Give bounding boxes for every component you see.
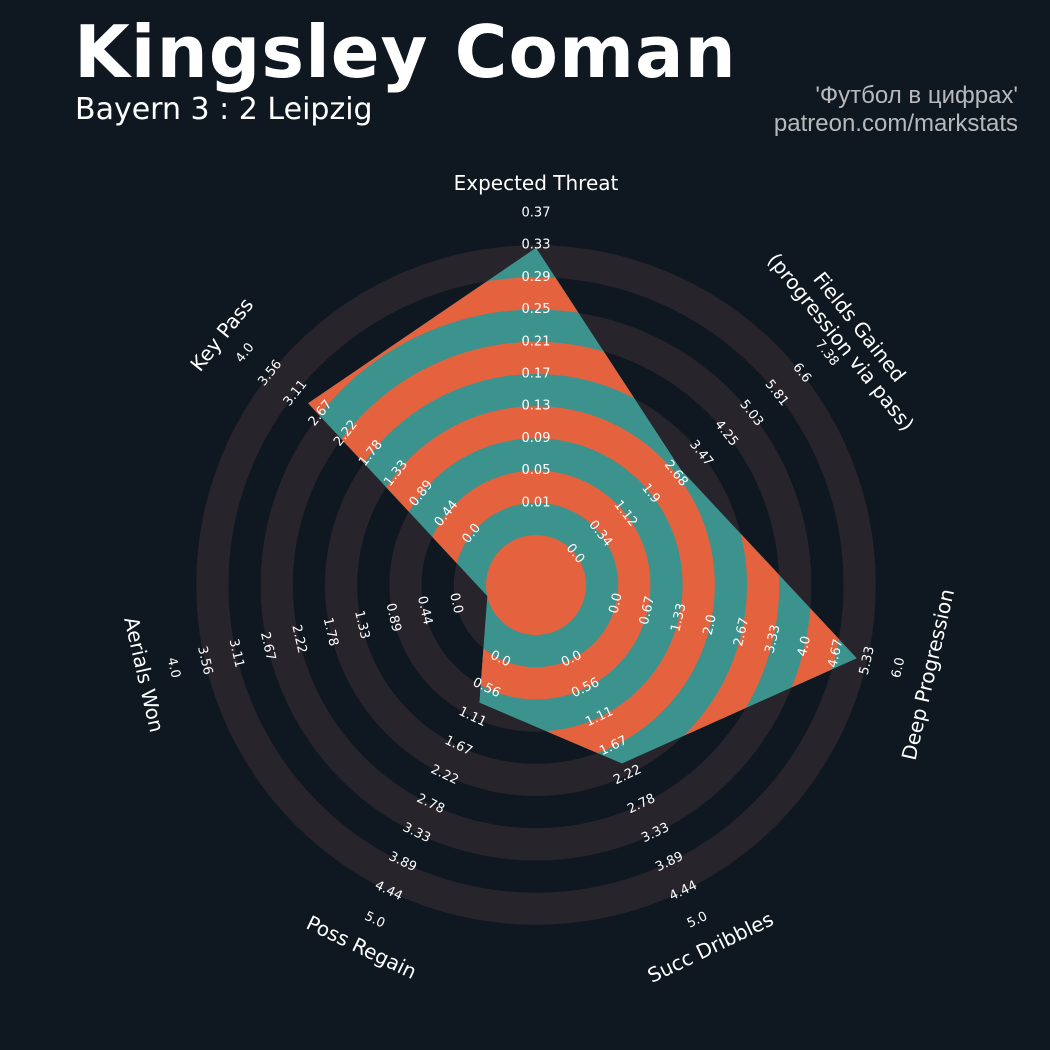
axis-label-line: Deep Progression: [897, 587, 959, 763]
tick-label: 2.22: [288, 623, 309, 655]
tick-label: 4.0: [233, 340, 258, 366]
axis-label-line: Expected Threat: [454, 171, 619, 195]
tick-label: 0.44: [414, 595, 435, 627]
chart-title: Kingsley Coman: [74, 10, 737, 94]
tick-label: 3.11: [226, 638, 247, 670]
axis-label: Expected Threat: [454, 171, 619, 195]
axis-label: Aerials Won: [119, 615, 169, 735]
tick-label: 0.05: [522, 463, 551, 478]
tick-label: 0.29: [522, 270, 551, 285]
tick-label: 5.0: [685, 909, 710, 931]
tick-label: 4.0: [795, 635, 814, 659]
tick-label: 0.01: [522, 495, 551, 510]
axis-label-line: Aerials Won: [119, 615, 169, 735]
tick-label: 2.67: [257, 631, 278, 663]
tick-label: 4.67: [825, 638, 846, 670]
tick-label: 3.33: [763, 623, 784, 655]
tick-label: 3.56: [194, 645, 215, 677]
tick-label: 0.89: [383, 602, 404, 634]
tick-label: 5.33: [857, 645, 878, 677]
chart-subtitle: Bayern 3 : 2 Leipzig: [75, 92, 373, 127]
credit-line-1: 'Футбол в цифрах': [815, 82, 1018, 109]
tick-label: 0.21: [522, 334, 551, 349]
tick-label: 1.78: [320, 616, 341, 648]
data-polygon-bands: [308, 247, 857, 764]
data-band-center: [486, 535, 586, 635]
tick-label: 0.37: [522, 206, 551, 221]
tick-label: 0.0: [606, 592, 625, 616]
tick-label: 0.25: [522, 302, 551, 317]
axis-label-line: (progression via pass): [763, 248, 919, 435]
tick-label: 1.33: [668, 602, 689, 634]
axis-label: Succ Dribbles: [644, 907, 777, 988]
tick-label: 0.0: [446, 592, 465, 616]
axis-label-line: Key Pass: [185, 293, 258, 376]
tick-label: 1.33: [351, 609, 372, 641]
tick-label: 2.0: [701, 613, 720, 637]
axis-label-line: Succ Dribbles: [644, 907, 777, 988]
tick-label: 0.09: [522, 431, 551, 446]
tick-label: 0.13: [522, 399, 551, 414]
tick-label: 2.67: [731, 616, 752, 648]
tick-label: 0.67: [637, 595, 658, 627]
axis-label: Key Pass: [185, 293, 258, 376]
tick-label: 4.0: [164, 656, 183, 680]
credit-line-2: patreon.com/markstats: [773, 110, 1018, 137]
tick-label: 0.17: [522, 367, 551, 382]
tick-label: 0.33: [522, 238, 551, 253]
tick-label: 6.0: [889, 656, 908, 680]
axis-label: Deep Progression: [897, 587, 959, 763]
tick-label: 5.0: [362, 909, 387, 931]
